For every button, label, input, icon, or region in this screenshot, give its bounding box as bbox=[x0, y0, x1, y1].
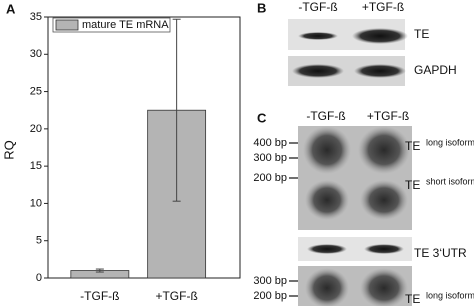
size-marker: 400 bp bbox=[253, 137, 287, 149]
y-tick-label: 25 bbox=[30, 85, 42, 97]
legend-box bbox=[52, 17, 171, 33]
column-label: -TGF-ß bbox=[298, 0, 337, 14]
gel-smear bbox=[360, 180, 408, 220]
band-note: short isoform bbox=[426, 176, 474, 186]
panel-label: C bbox=[257, 110, 267, 125]
blot-band bbox=[354, 64, 406, 78]
band-note: long isoform bbox=[426, 137, 474, 147]
band-label: TE bbox=[405, 292, 420, 306]
column-label: +TGF-ß bbox=[362, 0, 404, 14]
panel-label: A bbox=[6, 1, 16, 16]
band-label: TE bbox=[405, 139, 420, 153]
x-tick-label: -TGF-ß bbox=[80, 289, 119, 303]
column-label: +TGF-ß bbox=[367, 109, 409, 123]
gel-smear bbox=[305, 268, 349, 306]
gel-smear bbox=[305, 180, 349, 220]
y-tick-label: 5 bbox=[36, 235, 42, 247]
y-tick-label: 30 bbox=[30, 48, 42, 60]
gel-smear bbox=[358, 126, 410, 174]
column-label: -TGF-ß bbox=[306, 109, 345, 123]
plot-frame bbox=[47, 16, 241, 279]
band-note: long isoform bbox=[426, 290, 474, 300]
x-tick-label: +TGF-ß bbox=[155, 289, 197, 303]
size-marker: 200 bp bbox=[253, 290, 287, 302]
gel-smear bbox=[360, 268, 408, 306]
blot-band bbox=[352, 28, 408, 44]
band-label: TE 3‘UTR bbox=[414, 246, 467, 260]
y-tick-label: 15 bbox=[30, 160, 42, 172]
band-label: TE bbox=[405, 178, 420, 192]
gel-smear bbox=[303, 126, 351, 174]
y-tick-label: 0 bbox=[36, 272, 42, 284]
row-label: TE bbox=[414, 27, 429, 41]
size-marker: 300 bp bbox=[253, 152, 287, 164]
y-tick-label: 35 bbox=[30, 11, 42, 23]
size-marker: 200 bp bbox=[253, 172, 287, 184]
y-axis-label: RQ bbox=[1, 140, 16, 160]
legend-swatch bbox=[55, 19, 79, 31]
size-marker: 300 bp bbox=[253, 275, 287, 287]
legend-label: mature TE mRNA bbox=[82, 19, 169, 31]
blot-band bbox=[292, 64, 344, 78]
gel-band bbox=[307, 244, 347, 254]
y-tick-label: 20 bbox=[30, 123, 42, 135]
y-tick-label: 10 bbox=[30, 197, 42, 209]
panel-label: B bbox=[257, 0, 266, 15]
row-label: GAPDH bbox=[414, 63, 457, 77]
blot-band bbox=[298, 32, 338, 40]
gel-band bbox=[364, 244, 404, 254]
